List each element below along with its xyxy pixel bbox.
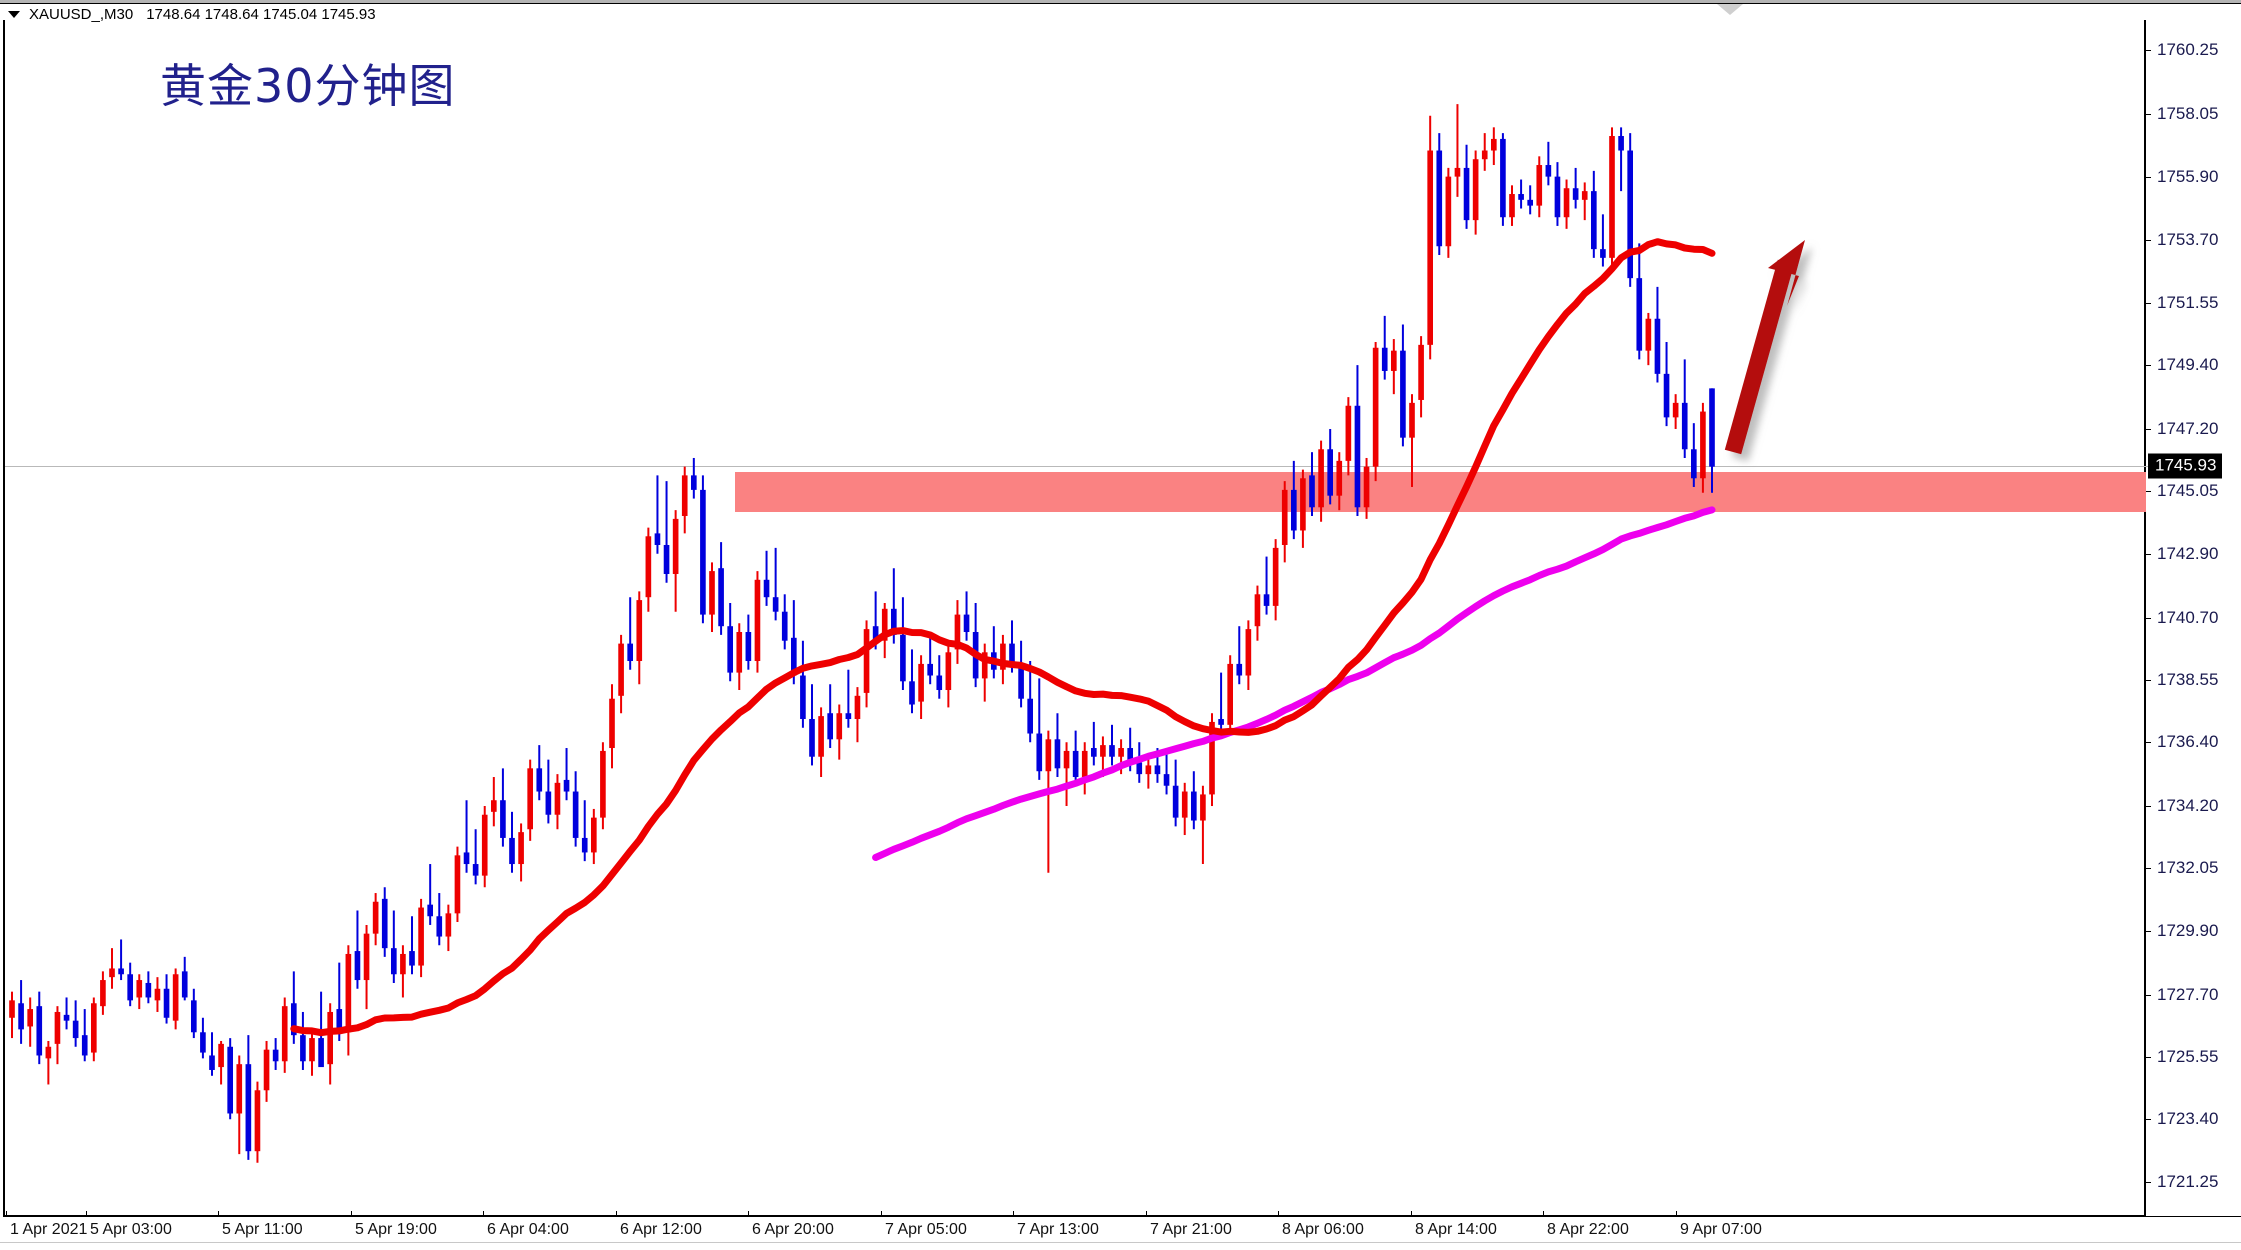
- price-tick-label: 1747.20: [2145, 419, 2218, 439]
- time-tick-label: 1 Apr 2021: [10, 1221, 88, 1238]
- window-top-rule: [0, 3, 2241, 4]
- time-tick-mark: [218, 1211, 219, 1217]
- time-tick-label: 9 Apr 07:00: [1680, 1221, 1762, 1238]
- quote-header: XAUUSD_,M30 1748.64 1748.64 1745.04 1745…: [8, 5, 376, 23]
- time-tick-mark: [1676, 1211, 1677, 1217]
- price-tick-label: 1736.40: [2145, 732, 2218, 752]
- time-tick-label: 5 Apr 03:00: [90, 1221, 172, 1238]
- time-tick-mark: [1013, 1211, 1014, 1217]
- time-tick-label: 6 Apr 20:00: [752, 1221, 834, 1238]
- price-tick-label: 1721.25: [2145, 1172, 2218, 1192]
- price-tick-label: 1725.55: [2145, 1047, 2218, 1067]
- price-tick-label: 1745.05: [2145, 481, 2218, 501]
- time-tick-mark: [351, 1211, 352, 1217]
- time-tick-label: 8 Apr 06:00: [1282, 1221, 1364, 1238]
- price-tick-label: 1732.05: [2145, 858, 2218, 878]
- time-tick-mark: [1278, 1211, 1279, 1217]
- plot-frame: [3, 20, 2146, 1216]
- time-tick-label: 7 Apr 21:00: [1150, 1221, 1232, 1238]
- time-tick-mark: [1411, 1211, 1412, 1217]
- window-top-border: [0, 0, 2241, 3]
- time-tick-mark: [748, 1211, 749, 1217]
- price-tick-label: 1760.25: [2145, 40, 2218, 60]
- time-tick-mark: [1146, 1211, 1147, 1217]
- price-tick-label: 1753.70: [2145, 230, 2218, 250]
- price-tick-label: 1751.55: [2145, 293, 2218, 313]
- symbol-label: XAUUSD_,M30: [29, 5, 134, 23]
- time-tick-mark: [86, 1211, 87, 1217]
- time-tick-label: 6 Apr 04:00: [487, 1221, 569, 1238]
- price-tick-label: 1758.05: [2145, 104, 2218, 124]
- time-tick-mark: [483, 1211, 484, 1217]
- time-tick-label: 7 Apr 05:00: [885, 1221, 967, 1238]
- resistance-zone-band: [735, 472, 2146, 512]
- price-axis[interactable]: 1760.25 1758.05 1755.90 1753.70 1751.55 1749.…: [2145, 0, 2241, 1250]
- price-tick-label: 1729.90: [2145, 921, 2218, 941]
- time-tick-mark: [6, 1211, 7, 1217]
- price-tick-label: 1755.90: [2145, 167, 2218, 187]
- price-tick-label: 1738.55: [2145, 670, 2218, 690]
- time-tick-mark: [881, 1211, 882, 1217]
- price-tick-label: 1749.40: [2145, 355, 2218, 375]
- window-bottom-rule: [0, 1242, 2241, 1243]
- chart-title-annotation: 黄金30分钟图: [160, 59, 456, 113]
- price-tick-label: 1742.90: [2145, 544, 2218, 564]
- time-tick-mark: [616, 1211, 617, 1217]
- current-price-line: [5, 465, 2148, 467]
- price-tick-label: 1727.70: [2145, 985, 2218, 1005]
- price-tick-label: 1734.20: [2145, 796, 2218, 816]
- triangle-down-icon[interactable]: [8, 10, 20, 18]
- time-tick-label: 6 Apr 12:00: [620, 1221, 702, 1238]
- time-axis-rule: [3, 1216, 2241, 1217]
- time-tick-label: 8 Apr 14:00: [1415, 1221, 1497, 1238]
- time-tick-label: 5 Apr 19:00: [355, 1221, 437, 1238]
- time-tick-label: 7 Apr 13:00: [1017, 1221, 1099, 1238]
- price-tick-label: 1740.70: [2145, 608, 2218, 628]
- chevron-down-icon[interactable]: [1717, 4, 1743, 15]
- current-price-tag: 1745.93: [2148, 453, 2223, 479]
- time-tick-label: 8 Apr 22:00: [1547, 1221, 1629, 1238]
- time-tick-mark: [1543, 1211, 1544, 1217]
- ohlc-values: 1748.64 1748.64 1745.04 1745.93: [146, 5, 376, 23]
- price-tick-label: 1723.40: [2145, 1109, 2218, 1129]
- time-tick-label: 5 Apr 11:00: [222, 1221, 303, 1238]
